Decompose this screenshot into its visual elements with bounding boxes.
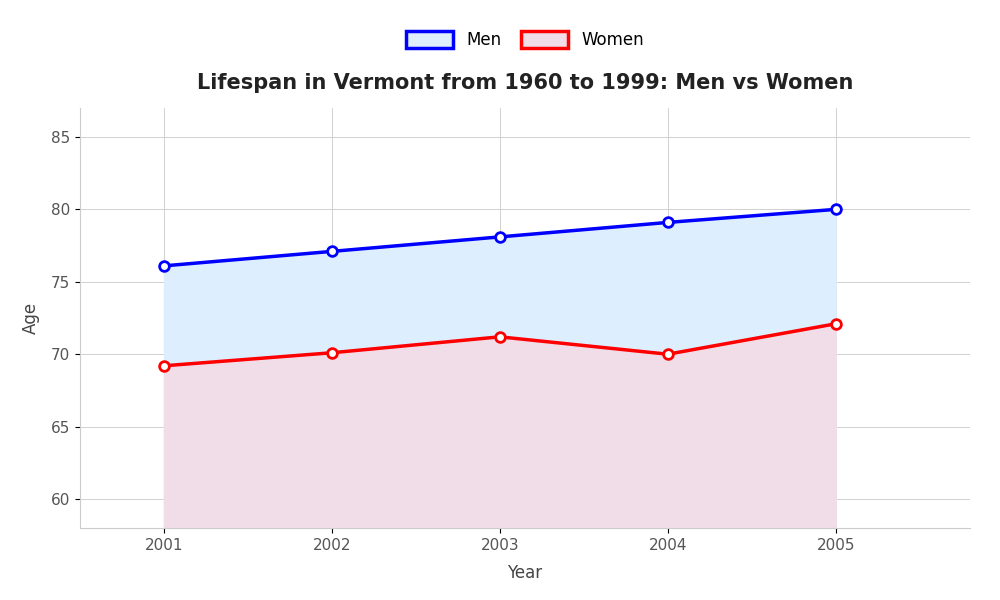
X-axis label: Year: Year [507, 564, 543, 582]
Legend: Men, Women: Men, Women [399, 24, 651, 55]
Y-axis label: Age: Age [22, 302, 40, 334]
Title: Lifespan in Vermont from 1960 to 1999: Men vs Women: Lifespan in Vermont from 1960 to 1999: M… [197, 73, 853, 92]
